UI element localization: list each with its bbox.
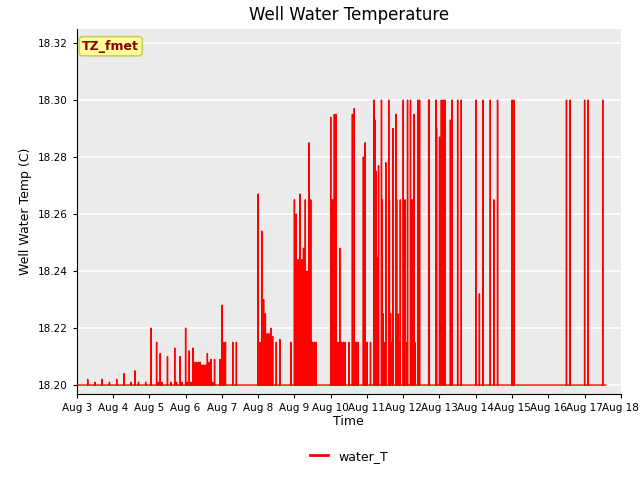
Y-axis label: Well Water Temp (C): Well Water Temp (C) — [19, 147, 33, 275]
Text: TZ_fmet: TZ_fmet — [82, 40, 139, 53]
Legend: water_T: water_T — [305, 444, 393, 468]
Title: Well Water Temperature: Well Water Temperature — [249, 6, 449, 24]
X-axis label: Time: Time — [333, 415, 364, 429]
